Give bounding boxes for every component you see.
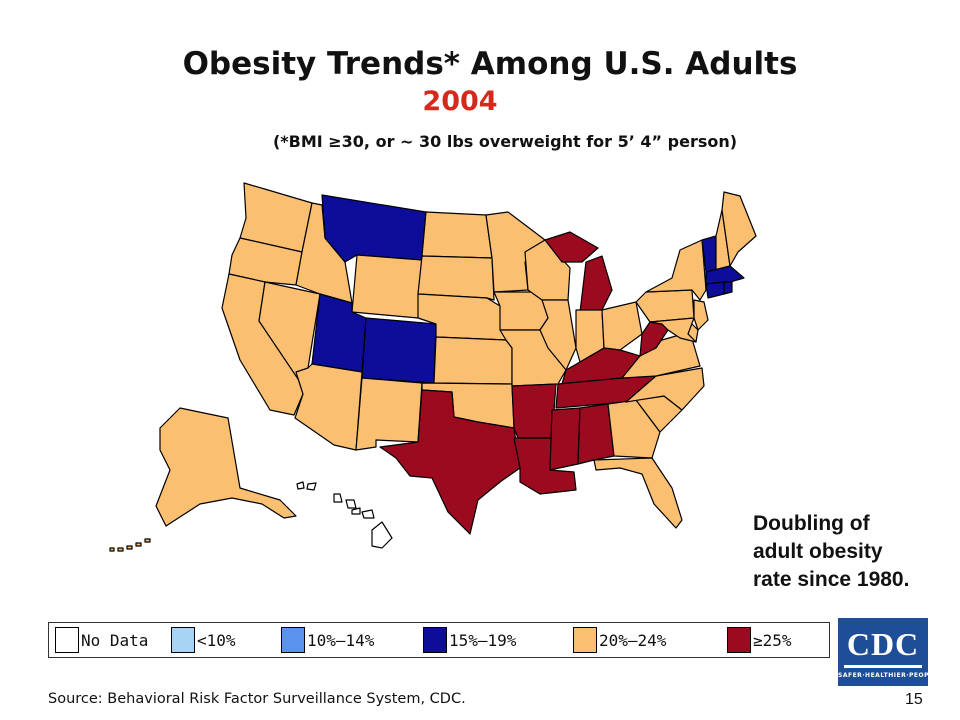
chart-title: Obesity Trends* Among U.S. Adults — [182, 46, 798, 82]
legend-item-no-data: No Data — [55, 627, 148, 653]
legend-label: No Data — [81, 630, 149, 650]
source-note: Source: Behavioral Risk Factor Surveilla… — [48, 691, 466, 707]
state-PA — [635, 289, 695, 323]
legend-swatch — [573, 627, 597, 653]
state-SD — [417, 255, 495, 301]
state-AZ — [294, 363, 363, 451]
state-CT — [705, 281, 725, 299]
logo-rule — [844, 665, 922, 668]
cdc-logo: CDC SAFER·HEALTHIER·PEOPLE — [838, 618, 938, 686]
state-AK — [155, 407, 297, 527]
legend: No Data <10% 10%–14% 15%–19% 20%–24% ≥25… — [48, 622, 830, 658]
doubling-note: Doubling of adult obesity rate since 198… — [753, 510, 909, 594]
state-NY — [645, 239, 707, 301]
state-TX — [379, 389, 521, 535]
legend-swatch — [55, 627, 79, 653]
legend-label: <10% — [197, 630, 236, 650]
state-RI — [723, 281, 733, 295]
state-CO — [361, 317, 437, 384]
state-NJ — [693, 299, 709, 331]
legend-label: 20%–24% — [599, 630, 667, 650]
legend-item-10-14: 10%–14% — [281, 627, 374, 653]
state-MS — [549, 407, 581, 471]
page-number: 15 — [905, 691, 923, 708]
legend-label: 10%–14% — [307, 630, 375, 650]
legend-label: ≥25% — [753, 630, 792, 650]
legend-swatch — [423, 627, 447, 653]
cdc-logo-text: CDC — [846, 626, 920, 662]
state-NM — [355, 377, 423, 451]
state-AL — [577, 403, 615, 465]
state-KS — [433, 336, 513, 385]
state-AR — [511, 383, 557, 439]
cdc-logo-tagline: SAFER·HEALTHIER·PEOPLE — [838, 672, 938, 679]
note-line-1: Doubling of — [753, 512, 870, 535]
legend-swatch — [281, 627, 305, 653]
legend-item-under-10: <10% — [171, 627, 236, 653]
state-HI — [296, 481, 393, 549]
legend-item-20-24: 20%–24% — [573, 627, 666, 653]
legend-item-25-plus: ≥25% — [727, 627, 792, 653]
bmi-footnote: (*BMI ≥30, or ~ 30 lbs overweight for 5’… — [272, 132, 738, 151]
note-line-2: adult obesity — [753, 540, 883, 563]
note-line-3: rate since 1980. — [753, 568, 910, 591]
state-MI — [579, 255, 613, 313]
state-MI-upper — [544, 231, 599, 263]
alaska-islands — [109, 538, 151, 552]
state-ND — [421, 211, 493, 259]
state-WY — [351, 254, 423, 319]
legend-item-15-19: 15%–19% — [423, 627, 516, 653]
state-IL — [539, 299, 577, 371]
state-MD — [649, 317, 697, 343]
state-FL — [593, 457, 683, 529]
year-label: 2004 — [422, 86, 498, 117]
legend-swatch — [171, 627, 195, 653]
state-MA — [705, 265, 745, 285]
legend-swatch — [727, 627, 751, 653]
legend-label: 15%–19% — [449, 630, 517, 650]
state-OH — [601, 301, 643, 351]
state-MT — [321, 194, 427, 263]
